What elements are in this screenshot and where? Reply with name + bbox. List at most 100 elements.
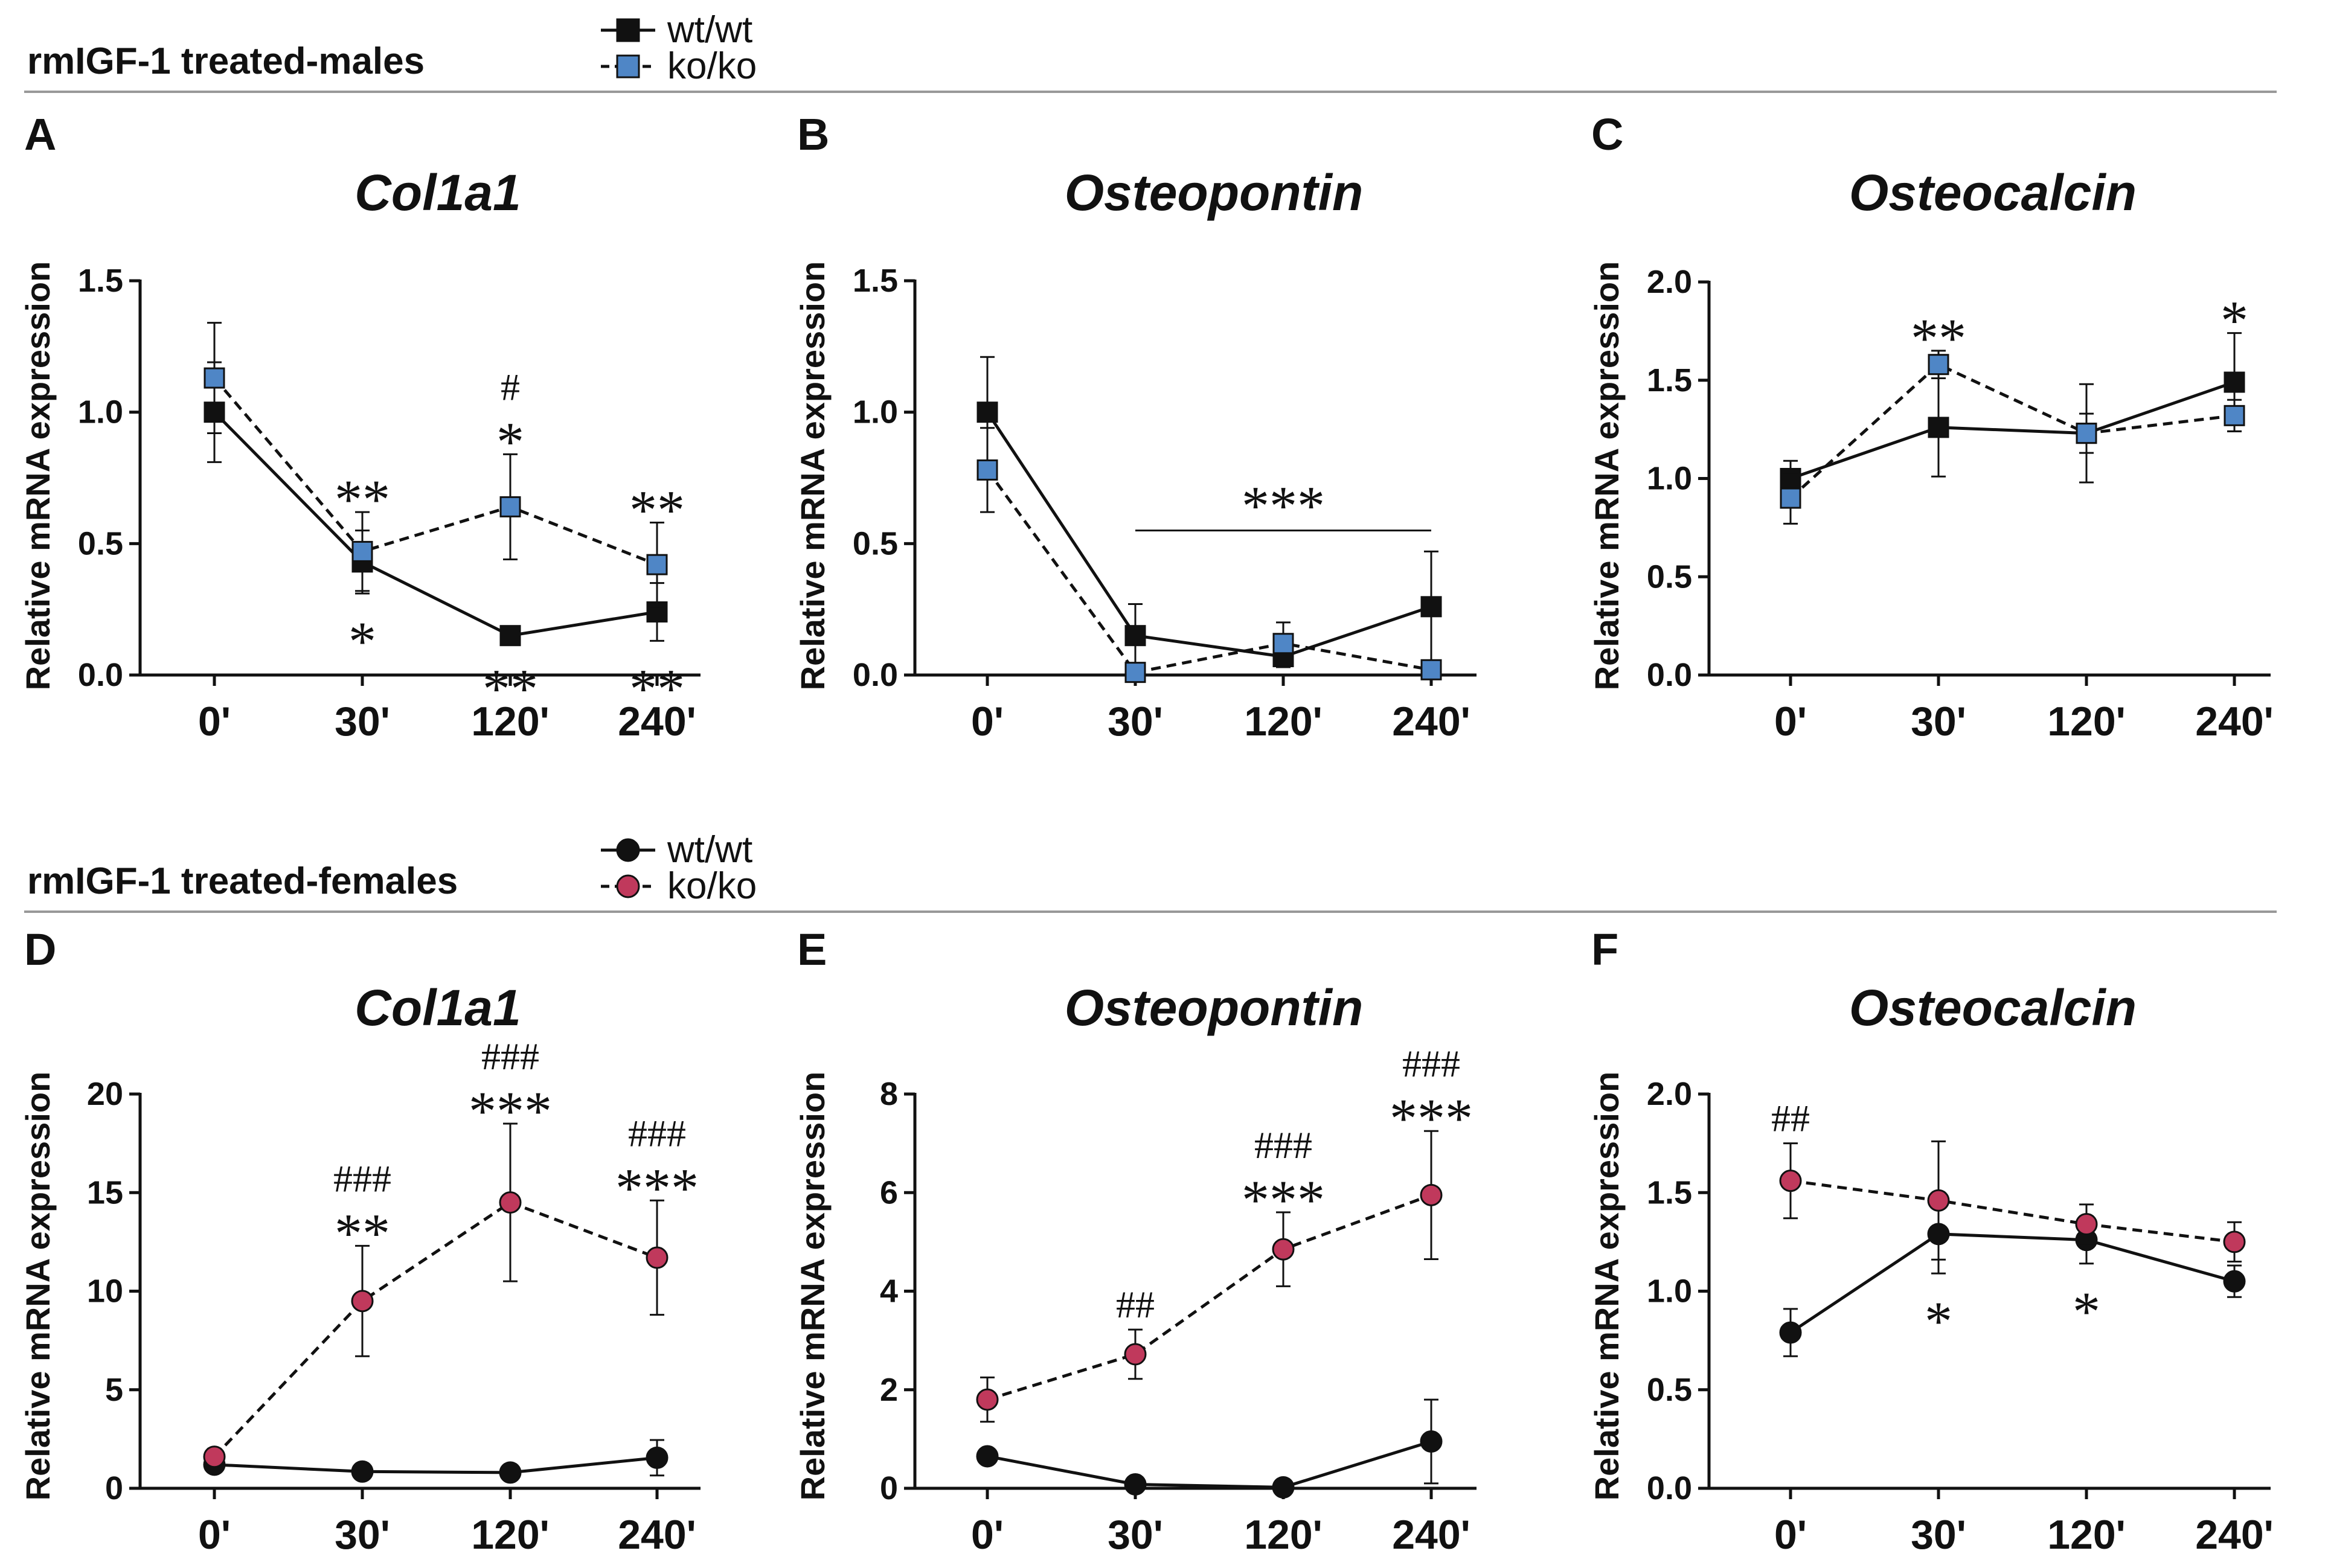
series-line xyxy=(213,411,658,638)
data-point xyxy=(351,540,373,562)
legend-marker xyxy=(616,874,640,898)
series-wt xyxy=(204,361,668,647)
series-wt xyxy=(1780,332,2245,498)
y-tick-label: 2 xyxy=(880,1372,898,1408)
significance-annotation: *** xyxy=(469,1080,552,1142)
y-tick-label: 1.0 xyxy=(853,394,898,430)
data-point xyxy=(1420,1430,1443,1453)
y-tick-label: 0.0 xyxy=(78,657,123,693)
data-point xyxy=(2223,1230,2246,1253)
series-wt xyxy=(976,356,1442,668)
series-line xyxy=(1790,380,2235,480)
series-wt xyxy=(1779,1194,2246,1357)
y-axis-label-d: Relative mRNA expression xyxy=(19,1072,57,1501)
series-line xyxy=(214,1456,658,1474)
y-tick-label: 15 xyxy=(87,1174,123,1211)
y-tick-label: 0.0 xyxy=(1647,657,1692,693)
y-axis-label-b: Relative mRNA expression xyxy=(794,261,832,691)
data-point xyxy=(351,1460,374,1483)
data-point xyxy=(1272,1238,1295,1261)
x-tick-label: 120' xyxy=(1244,1512,1323,1558)
panel-title-f: Osteocalcin xyxy=(1849,979,2137,1036)
y-tick-label: 0.5 xyxy=(853,525,898,562)
plot-layer: 0.00.51.01.50' 30' 120' 240'****#****** 0.00… xyxy=(78,263,2274,1558)
data-point xyxy=(976,1388,999,1411)
significance-annotation: # xyxy=(501,365,520,408)
y-axis-label-f: Relative mRNA expression xyxy=(1588,1072,1626,1501)
panel-title-d: Col1a1 xyxy=(354,979,521,1036)
significance-annotation: ** xyxy=(483,658,538,719)
panel-f: 0.0 0.5 1.0 1.5 2.0 0' 30' 120' 240' ## * * xyxy=(1647,1076,2274,1558)
y-tick-label: 0.5 xyxy=(1647,1372,1692,1408)
data-point xyxy=(1272,1476,1295,1499)
significance-annotation: ## xyxy=(1771,1097,1810,1140)
y-tick-label: 1.5 xyxy=(1647,1174,1692,1211)
data-point xyxy=(2224,405,2245,426)
data-point xyxy=(1779,1321,1802,1344)
x-tick-label: 30' xyxy=(1911,699,1966,744)
series-ko xyxy=(976,427,1442,683)
panel-letter-b: B xyxy=(797,109,829,159)
panel-b: 0.0 0.5 1.0 1.5 0' 30' 120' 240' *** xyxy=(853,263,1477,744)
data-point xyxy=(2075,1212,2098,1235)
females-legend: wt/wt ko/ko xyxy=(601,829,757,907)
data-point xyxy=(1272,633,1294,654)
significance-annotation: *** xyxy=(615,1157,699,1218)
y-tick-label: 1.0 xyxy=(78,394,123,430)
significance-annotation: ## xyxy=(1116,1283,1155,1326)
significance-annotation: * xyxy=(2073,1281,2100,1342)
y-tick-label: 1.0 xyxy=(1647,461,1692,497)
y-tick-label: 0.0 xyxy=(1647,1470,1692,1506)
legend-label-ko-male: ko/ko xyxy=(667,45,757,87)
x-tick-label: 240' xyxy=(1392,1512,1470,1558)
y-tick-label: 4 xyxy=(880,1273,898,1310)
males-legend: wt/wt ko/ko xyxy=(601,9,757,87)
data-point xyxy=(1420,1183,1443,1206)
x-tick-label: 240' xyxy=(618,699,696,744)
series-line xyxy=(1790,1179,2235,1244)
x-tick-label: 120' xyxy=(471,1512,550,1558)
x-tick-label: 0' xyxy=(198,1512,231,1558)
panel-c: 0.00.51.01.52.00' 30' 120' 240'** * xyxy=(1647,264,2274,744)
data-point xyxy=(2223,1270,2246,1293)
x-tick-label: 30' xyxy=(1108,1512,1163,1558)
y-tick-label: 0.5 xyxy=(1647,558,1692,595)
panel-a: 0.00.51.01.50' 30' 120' 240'****#****** xyxy=(78,263,701,744)
significance-annotation: ** xyxy=(629,479,685,541)
significance-annotation: ### xyxy=(481,1035,539,1078)
significance-annotation: * xyxy=(2221,290,2248,351)
data-point xyxy=(976,1445,999,1468)
y-tick-label: 1.0 xyxy=(1647,1273,1692,1310)
legend-label-wt-male: wt/wt xyxy=(667,9,752,51)
x-tick-label: 240' xyxy=(1392,699,1470,744)
data-point xyxy=(203,1445,226,1468)
data-point xyxy=(204,367,225,389)
y-tick-label: 0.5 xyxy=(78,525,123,562)
y-tick-label: 6 xyxy=(880,1174,898,1211)
significance-annotation: ### xyxy=(628,1112,686,1154)
y-tick-label: 2.0 xyxy=(1647,264,1692,300)
panel-title-b: Osteopontin xyxy=(1065,164,1364,221)
data-point xyxy=(1420,659,1442,680)
y-axis-label-c: Relative mRNA expression xyxy=(1588,261,1626,691)
data-point xyxy=(646,554,668,575)
males-section-heading: rmIGF-1 treated-males xyxy=(27,40,425,82)
significance-annotation: * xyxy=(1925,1290,1952,1352)
series-line xyxy=(213,1200,658,1458)
significance-annotation: * xyxy=(348,610,376,672)
panel-title-a: Col1a1 xyxy=(354,164,521,221)
data-point xyxy=(976,402,998,423)
y-tick-label: 8 xyxy=(880,1076,898,1112)
panel-letter-c: C xyxy=(1591,109,1623,159)
series-line xyxy=(986,411,1432,659)
data-point xyxy=(1780,487,1801,509)
y-tick-label: 1.5 xyxy=(853,263,898,299)
y-tick-label: 5 xyxy=(105,1372,123,1408)
significance-annotation: ### xyxy=(1402,1042,1460,1085)
legend-marker xyxy=(616,838,640,862)
x-tick-label: 30' xyxy=(1108,699,1163,744)
series-line xyxy=(987,1193,1432,1401)
